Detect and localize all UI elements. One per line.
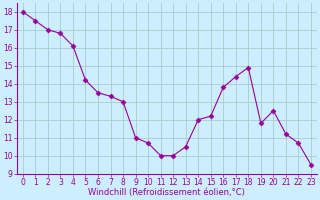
X-axis label: Windchill (Refroidissement éolien,°C): Windchill (Refroidissement éolien,°C): [88, 188, 245, 197]
